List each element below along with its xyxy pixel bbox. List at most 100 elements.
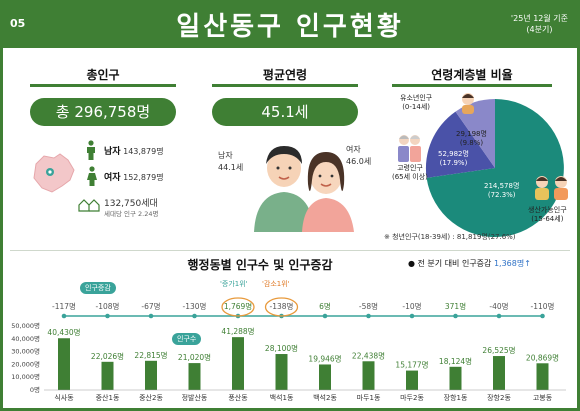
- working-legend-label: 생산가능인구: [528, 206, 567, 214]
- dong-chart-title: 행정동별 인구수 및 인구증감: [187, 258, 333, 272]
- change-point: [148, 313, 154, 319]
- page-number: 05: [10, 17, 26, 30]
- population-value-label: 21,020명: [178, 352, 211, 362]
- rank-decrease-label: '감소1위': [262, 280, 290, 288]
- male-icon: [87, 140, 95, 160]
- rank-highlight-circle: [221, 297, 255, 317]
- dong-category-label: 고봉동: [533, 394, 553, 402]
- change-point: [496, 313, 502, 319]
- change-value-label: 371명: [445, 301, 466, 311]
- population-bar: [188, 363, 201, 390]
- youth-population-note: ※ 청년인구(18-39세) : 81,819명(27.6%): [384, 233, 516, 241]
- age-group-pie-chart: [425, 99, 564, 237]
- elderly-icon: [398, 135, 421, 162]
- female-value: 152,879명: [123, 173, 164, 182]
- change-point: [366, 313, 371, 319]
- dong-category-label: 식사동: [54, 393, 74, 402]
- elderly-legend: 고령인구 (65세 이상): [392, 164, 428, 182]
- household-icon: [78, 199, 100, 212]
- y-tick-label: 40,000명: [11, 334, 40, 343]
- rank-increase-label: '증가1위': [220, 280, 248, 288]
- female-icon: [87, 166, 97, 186]
- male-average-age: 남자 44.1세: [218, 150, 243, 174]
- district-map-icon: [33, 153, 75, 193]
- working-legend-range: (15-64세): [531, 215, 564, 223]
- pie-slice-elderly: [425, 111, 495, 178]
- change-value-label: -67명: [141, 301, 160, 311]
- population-bar: [101, 361, 114, 390]
- legend-text: 전 분기 대비 인구증감: [417, 259, 492, 268]
- dong-category-label: 장항1동: [444, 393, 468, 402]
- dong-category-label: 정발산동: [182, 393, 208, 402]
- dong-category-label: 장항2동: [487, 393, 511, 402]
- population-value-label: 18,124명: [439, 356, 472, 366]
- y-tick-label: 0명: [30, 385, 40, 394]
- youth-slice-pct: (9.8%): [459, 139, 484, 147]
- population-value-label: 26,525명: [482, 345, 515, 355]
- y-tick-label: 50,000명: [11, 321, 40, 330]
- change-value-label: -10명: [402, 301, 421, 311]
- total-population-value: 총 296,758명: [30, 98, 176, 126]
- dong-category-label: 백석2동: [313, 393, 337, 402]
- total-population-title: 총인구: [86, 68, 120, 82]
- total-title-underline: [30, 84, 176, 87]
- y-tick-label: 30,000명: [11, 347, 40, 356]
- y-tick-label: 10,000명: [11, 372, 40, 381]
- change-value-label: 1,769명: [224, 301, 252, 311]
- female-age-label: 여자: [346, 145, 361, 154]
- youth-legend-range: (0-14세): [402, 103, 430, 111]
- average-title-underline: [212, 84, 358, 87]
- population-bar: [493, 356, 505, 390]
- female-average-age: 여자 46.0세: [346, 144, 371, 168]
- change-point: [322, 313, 328, 319]
- population-value-label: 22,026명: [91, 351, 124, 361]
- average-age-title: 평균연령: [262, 68, 308, 82]
- population-value-label: 41,288명: [221, 326, 254, 336]
- population-bar: [58, 338, 70, 390]
- population-bar: [536, 363, 549, 390]
- elderly-slice-value: 52,982명: [438, 150, 469, 158]
- elderly-slice-pct: (17.9%): [439, 159, 468, 167]
- reference-date-line2: (4분기): [526, 25, 553, 34]
- male-value: 143,879명: [123, 147, 164, 156]
- household-count: 132,750세대: [104, 199, 158, 209]
- pie-slice-working-age: [426, 99, 564, 237]
- y-tick-label: 20,000명: [11, 359, 40, 368]
- population-bar: [275, 354, 288, 390]
- change-value-label: -138명: [270, 301, 294, 311]
- population-bar: [449, 366, 462, 390]
- chart-change-legend: ● 전 분기 대비 인구증감 1,368명↑: [408, 259, 531, 268]
- change-value-label: -58명: [359, 301, 378, 311]
- tag-population-change: 인구증감: [80, 282, 116, 294]
- population-value-label: 22,815명: [134, 350, 167, 360]
- female-label: 여자: [104, 173, 121, 183]
- change-value-label: -110명: [531, 301, 555, 311]
- legend-value: 1,368명↑: [493, 259, 531, 268]
- change-value-label: -40명: [489, 301, 508, 311]
- per-household: 세대당 인구 2.24명: [104, 210, 159, 218]
- male-count: 남자 143,879명: [104, 144, 164, 157]
- change-point: [105, 313, 110, 319]
- working-legend: 생산가능인구 (15-64세): [528, 206, 567, 224]
- population-value-label: 15,177명: [395, 360, 428, 370]
- dong-category-label: 마두1동: [357, 393, 381, 402]
- population-bar: [319, 364, 331, 390]
- change-value-label: -108명: [96, 301, 120, 311]
- change-point: [192, 313, 197, 319]
- male-age-value: 44.1세: [218, 163, 244, 172]
- dong-category-label: 마두2동: [400, 393, 424, 402]
- change-point: [409, 313, 415, 319]
- youth-slice-label: 29,198명 (9.8%): [456, 130, 487, 148]
- working-slice-value: 214,578명: [484, 182, 520, 190]
- working-slice-label: 214,578명 (72.3%): [484, 182, 519, 200]
- average-age-value: 45.1세: [212, 98, 358, 126]
- pie-slice-youth: [455, 99, 495, 168]
- dong-category-label: 풍산동: [228, 393, 248, 402]
- population-value-label: 28,100명: [265, 343, 298, 353]
- dong-category-label: 중산1동: [96, 393, 120, 402]
- population-value-label: 20,869명: [526, 352, 559, 362]
- male-age-label: 남자: [218, 151, 233, 160]
- age-group-title: 연령계층별 비율: [431, 68, 513, 82]
- change-point: [61, 313, 67, 319]
